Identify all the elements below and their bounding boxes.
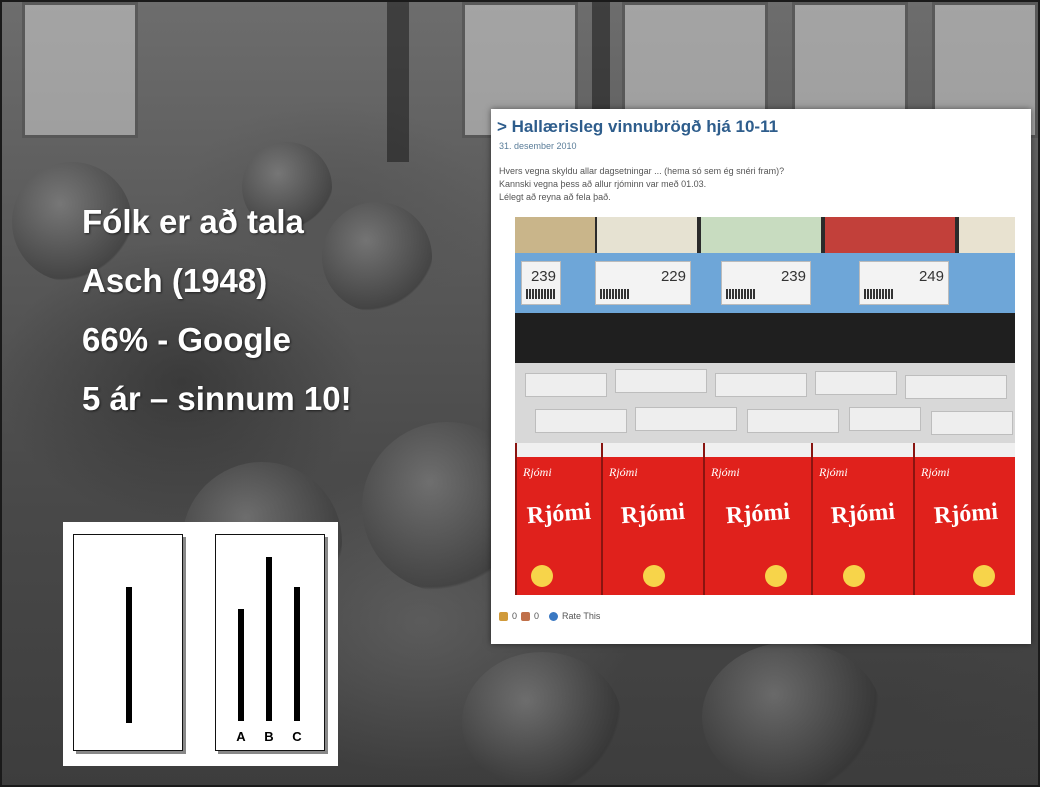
blog-post-date: 31. desember 2010	[499, 141, 577, 151]
product-box	[825, 217, 955, 253]
shelf-top-boxes	[515, 217, 1015, 253]
back-carton	[715, 373, 807, 397]
carton-brand-small: Rjómi	[609, 465, 638, 479]
blog-body-line: Lélegt að reyna að fela það.	[499, 192, 611, 202]
background-pillar	[387, 2, 409, 162]
price-value: 249	[918, 268, 944, 285]
price-tag: 249	[859, 261, 949, 305]
background-person	[702, 642, 882, 785]
background-person	[462, 652, 622, 785]
price-value: 229	[660, 268, 686, 285]
back-cartons	[515, 363, 1015, 443]
carton-brand: Rjómi	[725, 498, 791, 530]
carton-brand-small: Rjómi	[921, 465, 950, 479]
bullet-item: Fólk er að tala	[82, 203, 304, 240]
price-tag: 239	[521, 261, 561, 305]
cream-carton: Rjómi Rjómi	[601, 443, 703, 595]
cream-carton: Rjómi Rjómi	[811, 443, 913, 595]
back-carton	[747, 409, 839, 433]
thumbs-up-icon[interactable]	[499, 611, 508, 621]
product-box	[701, 217, 821, 253]
carton-brand: Rjómi	[933, 498, 999, 530]
carton-brand-small: Rjómi	[711, 465, 740, 479]
back-carton	[525, 373, 607, 397]
back-carton	[931, 411, 1013, 435]
barcode-icon	[526, 289, 556, 299]
thumbs-down-icon[interactable]	[521, 611, 531, 621]
bullet-item: 66% - Google	[82, 321, 292, 358]
product-box	[597, 217, 697, 253]
barcode-icon	[600, 289, 630, 299]
product-box	[959, 217, 1015, 253]
blog-body-line: Kannski vegna þess að allur rjóminn var …	[499, 179, 707, 189]
background-window	[22, 2, 138, 138]
bullet-list: Fólk er að tala Asch (1948) 66% - Google…	[82, 192, 352, 428]
price-tag: 239	[721, 261, 811, 305]
shelf-photo: 239 229 239 249 Rjómi Rjóm	[515, 217, 1015, 595]
price-rail: 239 229 239 249	[515, 253, 1015, 313]
price-value: 239	[530, 268, 556, 285]
carton-brand-small: Rjómi	[523, 465, 552, 479]
carton-brand: Rjómi	[830, 498, 896, 530]
barcode-icon	[726, 289, 756, 299]
reference-card	[73, 534, 183, 751]
carton-brand: Rjómi	[526, 498, 592, 530]
asch-line-cards: A B C	[63, 522, 338, 766]
rate-this-link[interactable]: Rate This	[562, 611, 601, 621]
blog-post-footer: 0 0 Rate This	[499, 611, 600, 621]
background-person	[322, 202, 432, 312]
dislike-count: 0	[534, 611, 540, 621]
line-label-a: A	[236, 729, 246, 744]
line-label-c: C	[292, 729, 302, 744]
comparison-card: A B C	[215, 534, 325, 751]
blog-body-line: Hvers vegna skyldu allar dagsetningar ..…	[499, 166, 785, 176]
line-label-b: B	[264, 729, 274, 744]
back-carton	[535, 409, 627, 433]
comparison-line-b	[266, 557, 272, 721]
bullet-item: Asch (1948)	[82, 262, 268, 299]
cream-carton: Rjómi Rjómi	[703, 443, 811, 595]
carton-brand: Rjómi	[620, 498, 686, 530]
cream-carton: Rjómi Rjómi	[515, 443, 601, 595]
back-carton	[849, 407, 921, 431]
blog-post-title: > Hallærisleg vinnubrögð hjá 10-11	[497, 117, 779, 136]
background-pillar	[592, 2, 610, 112]
back-carton	[615, 369, 707, 393]
carton-brand-small: Rjómi	[819, 465, 848, 479]
barcode-icon	[864, 289, 894, 299]
back-carton	[635, 407, 737, 431]
bullet-item: 5 ár – sinnum 10!	[82, 380, 352, 417]
product-box	[515, 217, 595, 253]
back-carton	[815, 371, 897, 395]
rate-icon[interactable]	[549, 611, 559, 621]
background-person	[12, 162, 132, 282]
comparison-line-c	[294, 587, 300, 721]
blog-screenshot: > Hallærisleg vinnubrögð hjá 10-11 31. d…	[491, 109, 1031, 644]
price-tag: 229	[595, 261, 691, 305]
background-person	[242, 142, 332, 232]
comparison-line-a	[238, 609, 244, 721]
reference-line	[126, 587, 132, 723]
like-count: 0	[512, 611, 518, 621]
blog-post-body: Hvers vegna skyldu allar dagsetningar ..…	[499, 165, 1019, 204]
shelf-gap	[515, 313, 1015, 363]
back-carton	[905, 375, 1007, 399]
price-value: 239	[780, 268, 806, 285]
cream-carton: Rjómi Rjómi	[913, 443, 1015, 595]
